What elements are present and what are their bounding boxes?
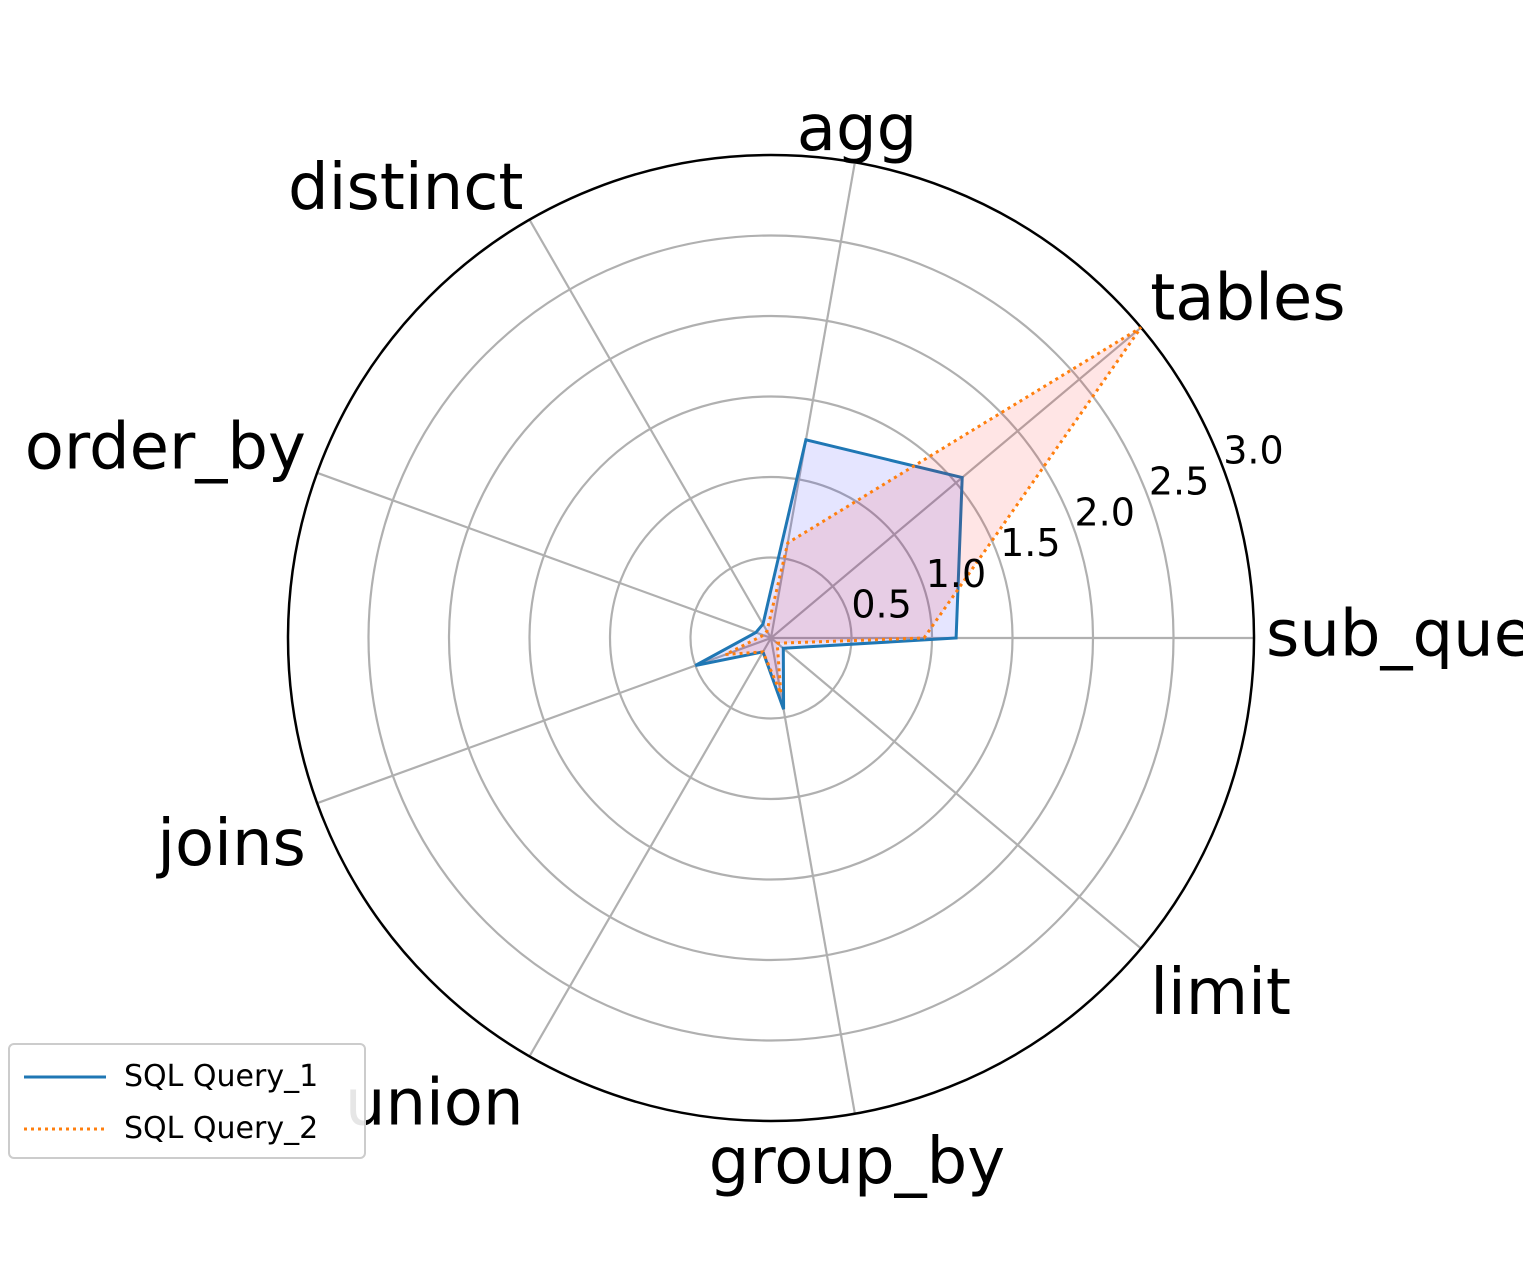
grid-layer <box>286 153 1256 1123</box>
legend-item-1: SQL Query_1 <box>10 1057 364 1097</box>
grid-spoke-agg <box>769 162 856 639</box>
r-tick-label-2: 1.0 <box>926 552 986 596</box>
axis-label-distinct: distinct <box>288 151 523 225</box>
grid-spoke-limit <box>770 637 1142 950</box>
legend-label-1: SQL Query_1 <box>124 1059 319 1094</box>
axis-label-joins: joins <box>155 807 306 881</box>
axis-label-tables: tables <box>1150 261 1345 335</box>
legend-line-solid-icon <box>24 1075 106 1079</box>
r-tick-label-3: 1.5 <box>1000 521 1060 565</box>
legend-line-dotted-icon <box>24 1127 106 1131</box>
grid-spoke-order_by <box>316 471 772 640</box>
axis-label-union: union <box>345 1066 524 1140</box>
r-tick-label-1: 0.5 <box>851 583 911 627</box>
grid-spoke-group_by <box>769 637 856 1114</box>
axis-label-limit: limit <box>1150 956 1291 1030</box>
grid-spoke-union <box>528 637 772 1057</box>
series-1-area <box>695 439 963 710</box>
axis-label-agg: agg <box>797 92 917 166</box>
series-1-line <box>694 437 964 710</box>
legend: SQL Query_1 SQL Query_2 <box>8 1043 366 1159</box>
axis-label-sub_queries: sub_queries <box>1266 598 1523 672</box>
grid-spoke-distinct <box>528 219 772 639</box>
grid-spoke-tables <box>770 326 1142 639</box>
series-2-line <box>724 326 1143 695</box>
r-tick-label-5: 2.5 <box>1149 459 1209 503</box>
axis-label-layer: sub_queries tables agg distinct order_byjoin… <box>25 92 1523 1199</box>
axis-label-order_by: order_by <box>25 410 306 484</box>
legend-item-2: SQL Query_2 <box>10 1109 364 1149</box>
series-2-area <box>725 327 1141 694</box>
legend-label-2: SQL Query_2 <box>124 1111 319 1146</box>
series-layer <box>694 326 1143 710</box>
axis-label-group_by: group_by <box>709 1125 1005 1199</box>
r-tick-label-4: 2.0 <box>1074 490 1134 534</box>
r-tick-label-6: 3.0 <box>1223 429 1283 473</box>
tick-layer: 0.5 1.0 1.5 2.0 2.5 3.0 <box>851 429 1283 627</box>
outer-frame <box>286 153 1256 1123</box>
